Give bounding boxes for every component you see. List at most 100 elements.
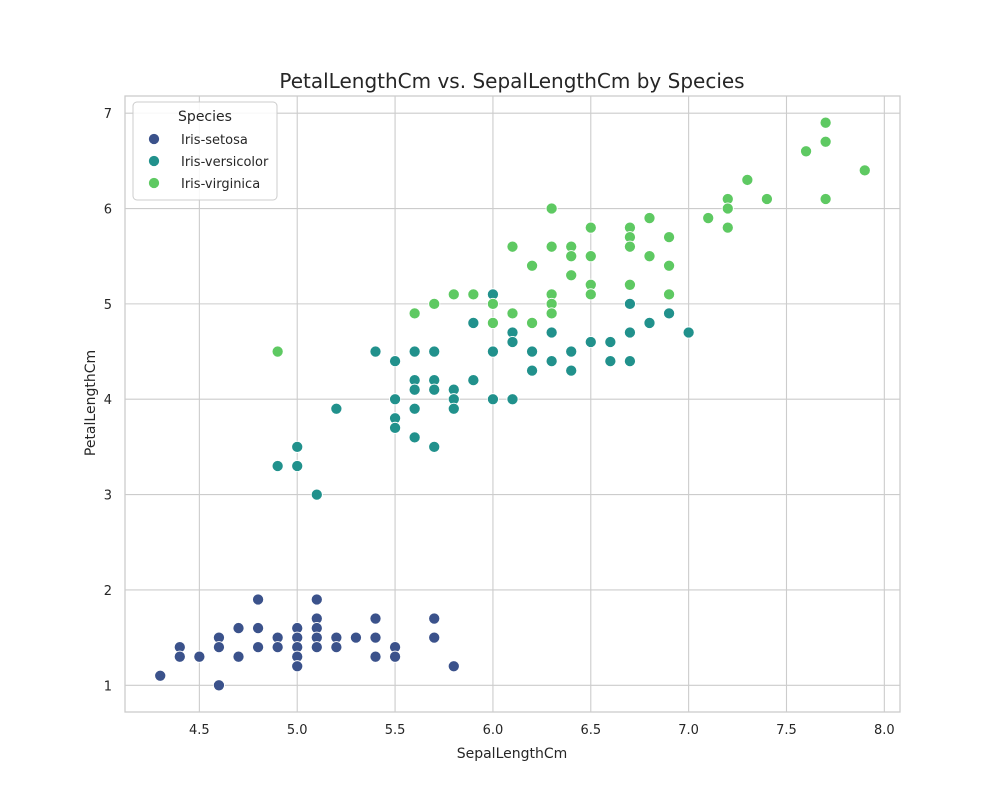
x-tick-label: 5.0 — [287, 723, 308, 738]
x-tick-label: 7.0 — [678, 723, 699, 738]
y-tick-label: 7 — [104, 107, 112, 122]
data-point-iris-versicolor — [545, 355, 558, 368]
data-point-iris-virginica — [643, 212, 656, 225]
data-point-iris-versicolor — [545, 326, 558, 339]
data-point-iris-setosa — [369, 631, 382, 644]
data-point-iris-versicolor — [467, 316, 480, 329]
data-point-iris-setosa — [349, 631, 362, 644]
series-iris-setosa — [154, 593, 460, 692]
data-point-iris-virginica — [565, 269, 578, 282]
data-point-iris-virginica — [858, 164, 871, 177]
data-point-iris-versicolor — [526, 364, 539, 377]
legend-label-iris-versicolor: Iris-versicolor — [181, 155, 269, 170]
data-point-iris-versicolor — [584, 335, 597, 349]
data-point-iris-virginica — [584, 250, 597, 263]
y-tick-label: 2 — [104, 584, 112, 599]
data-point-iris-versicolor — [506, 393, 519, 406]
data-point-iris-versicolor — [486, 393, 499, 406]
data-point-iris-setosa — [232, 650, 245, 663]
data-point-iris-setosa — [369, 650, 382, 663]
data-point-iris-virginica — [526, 316, 539, 329]
data-point-iris-versicolor — [330, 402, 343, 415]
legend-marker-iris-setosa — [147, 132, 161, 146]
data-point-iris-versicolor — [604, 335, 617, 349]
data-point-iris-versicolor — [408, 345, 421, 358]
data-point-iris-versicolor — [682, 326, 695, 339]
data-point-iris-virginica — [584, 288, 597, 301]
data-point-iris-setosa — [154, 669, 167, 682]
x-tick-label: 6.5 — [580, 723, 601, 738]
data-point-iris-versicolor — [486, 345, 499, 358]
data-point-iris-virginica — [643, 250, 656, 263]
data-point-iris-versicolor — [310, 488, 323, 501]
data-point-iris-virginica — [545, 202, 558, 215]
legend-marker-iris-virginica — [147, 176, 161, 190]
data-point-iris-versicolor — [663, 307, 676, 320]
y-axis-label: PetalLengthCm — [83, 350, 99, 456]
data-point-iris-setosa — [252, 641, 265, 654]
data-point-iris-versicolor — [428, 440, 441, 453]
data-point-iris-virginica — [623, 240, 636, 253]
data-point-iris-setosa — [193, 650, 206, 663]
data-point-iris-virginica — [271, 345, 284, 358]
legend-marker-iris-versicolor — [147, 154, 161, 168]
data-point-iris-versicolor — [565, 345, 578, 358]
data-point-iris-versicolor — [526, 345, 539, 358]
y-tick-label: 5 — [104, 298, 112, 313]
data-point-iris-virginica — [545, 240, 558, 253]
data-point-iris-virginica — [545, 307, 558, 320]
data-point-iris-virginica — [819, 135, 832, 148]
legend-label-iris-setosa: Iris-setosa — [181, 133, 248, 148]
data-point-iris-virginica — [526, 259, 539, 272]
data-point-iris-virginica — [741, 173, 754, 186]
data-point-iris-versicolor — [389, 393, 402, 406]
data-point-iris-setosa — [389, 650, 402, 663]
data-point-iris-virginica — [819, 192, 832, 206]
data-point-iris-versicolor — [643, 316, 656, 329]
data-point-iris-virginica — [663, 259, 676, 272]
x-tick-label: 7.5 — [776, 723, 797, 738]
data-point-iris-setosa — [252, 593, 265, 606]
x-axis-label: SepalLengthCm — [457, 746, 568, 762]
data-point-iris-virginica — [447, 288, 460, 301]
data-point-iris-versicolor — [428, 345, 441, 358]
points-layer — [154, 116, 871, 692]
data-point-iris-virginica — [486, 297, 499, 310]
data-point-iris-virginica — [486, 316, 499, 329]
legend-items: Iris-setosa Iris-versicolor Iris-virginica — [147, 132, 269, 192]
data-point-iris-versicolor — [604, 355, 617, 368]
y-tick-label: 1 — [104, 679, 112, 694]
data-point-iris-virginica — [721, 221, 734, 234]
data-point-iris-setosa — [310, 641, 323, 654]
legend-item-iris-versicolor: Iris-versicolor — [147, 154, 269, 170]
data-point-iris-setosa — [252, 622, 265, 635]
data-point-iris-virginica — [565, 250, 578, 263]
data-point-iris-setosa — [428, 631, 441, 644]
data-point-iris-virginica — [721, 202, 734, 215]
data-point-iris-versicolor — [389, 421, 402, 434]
data-point-iris-virginica — [663, 231, 676, 244]
data-point-iris-virginica — [506, 307, 519, 320]
data-point-iris-setosa — [310, 593, 323, 606]
data-point-iris-setosa — [232, 622, 245, 635]
legend: Species Iris-setosa Iris-versicolor Iris-v… — [132, 101, 278, 201]
data-point-iris-virginica — [428, 297, 441, 310]
data-point-iris-versicolor — [623, 355, 636, 368]
data-point-iris-virginica — [467, 288, 480, 301]
y-tick-label: 3 — [104, 489, 112, 504]
data-point-iris-versicolor — [447, 402, 460, 415]
data-point-iris-versicolor — [291, 440, 304, 453]
legend-title: Species — [178, 109, 232, 125]
data-point-iris-virginica — [584, 221, 597, 234]
chart-title: PetalLengthCm vs. SepalLengthCm by Speci… — [279, 69, 744, 93]
data-point-iris-versicolor — [408, 383, 421, 396]
grid-layer — [125, 96, 900, 712]
data-point-iris-virginica — [408, 307, 421, 320]
data-point-iris-virginica — [663, 288, 676, 301]
data-point-iris-versicolor — [291, 459, 304, 473]
data-point-iris-versicolor — [408, 402, 421, 415]
legend-item-iris-virginica: Iris-virginica — [147, 176, 260, 192]
data-point-iris-versicolor — [389, 355, 402, 368]
y-tick-label: 4 — [104, 393, 112, 408]
